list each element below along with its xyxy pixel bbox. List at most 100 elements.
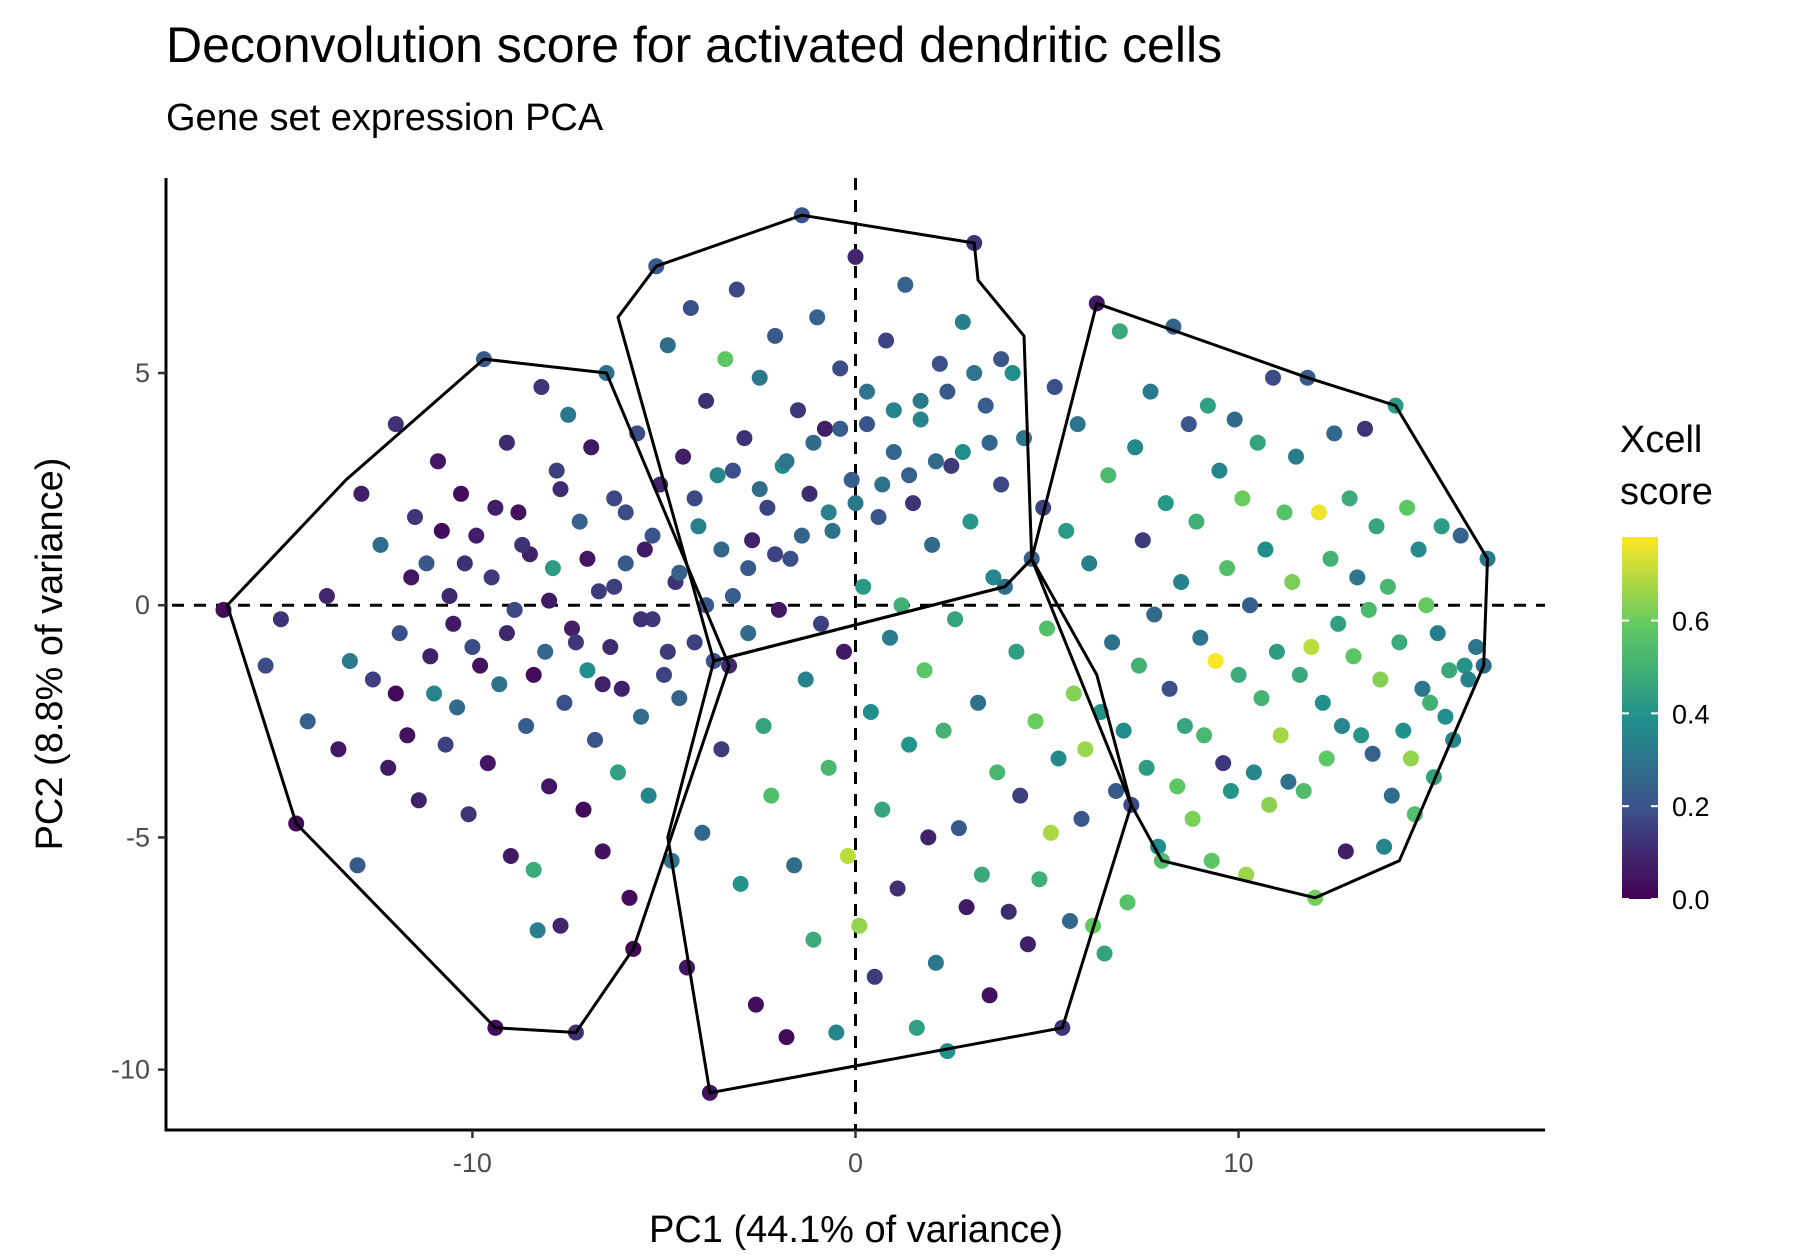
data-point (1372, 671, 1389, 688)
data-point (1096, 945, 1113, 962)
x-axis-title: PC1 (44.1% of variance) (649, 1209, 1063, 1251)
data-point (859, 383, 875, 400)
cluster-hull-3 (666, 557, 1133, 1095)
cluster-hull-1 (225, 357, 731, 1034)
data-point (617, 504, 634, 521)
data-point (759, 499, 776, 516)
data-point (832, 360, 849, 377)
data-point (786, 857, 803, 874)
data-point (1115, 722, 1132, 739)
data-point (1211, 462, 1228, 479)
data-point (1345, 648, 1362, 665)
data-point (567, 634, 584, 651)
data-point (1069, 416, 1086, 433)
data-point (483, 569, 500, 586)
data-point (1395, 722, 1412, 739)
data-point (464, 639, 481, 655)
data-point (1077, 741, 1094, 758)
data-point (1288, 448, 1304, 465)
data-point (1127, 439, 1144, 456)
data-point (537, 643, 554, 660)
data-point (525, 666, 542, 683)
data-point (782, 550, 799, 567)
data-point (793, 527, 810, 544)
data-point (1303, 639, 1320, 655)
data-point (1261, 796, 1278, 813)
data-point (1318, 750, 1335, 767)
data-point (805, 434, 822, 451)
data-point (656, 666, 672, 683)
data-point (1081, 555, 1098, 572)
data-point (1418, 597, 1435, 614)
data-point (560, 406, 577, 423)
data-point (1234, 490, 1251, 507)
data-point (740, 560, 757, 577)
data-point (575, 801, 592, 818)
data-point (1257, 541, 1274, 558)
data-point (387, 685, 404, 702)
data-point (1196, 727, 1213, 744)
data-point (1146, 606, 1163, 623)
data-point (847, 495, 864, 512)
data-point (698, 392, 715, 409)
data-point (1433, 518, 1450, 535)
data-point (1111, 323, 1128, 340)
data-point (1215, 755, 1232, 772)
data-point (1004, 365, 1021, 381)
data-point (709, 467, 726, 484)
data-point (594, 843, 611, 860)
data-point (927, 954, 944, 971)
data-point (790, 402, 806, 419)
data-point (399, 727, 416, 744)
data-point (621, 889, 638, 906)
data-point (763, 787, 780, 804)
data-point (1073, 810, 1090, 827)
data-point (1330, 615, 1347, 632)
data-point (797, 671, 814, 688)
data-point (318, 588, 335, 604)
data-point (1311, 504, 1327, 521)
data-point (606, 578, 623, 595)
data-point (805, 931, 822, 948)
data-point (893, 597, 910, 614)
data-point (859, 416, 875, 433)
data-point (1391, 634, 1408, 651)
data-point (579, 662, 596, 679)
data-point (594, 676, 611, 693)
data-point (920, 829, 937, 846)
data-point (571, 513, 588, 530)
data-point (644, 611, 661, 628)
data-point (1314, 694, 1331, 711)
data-point (1402, 750, 1419, 767)
data-point (851, 917, 868, 934)
data-point (954, 314, 971, 330)
data-point (889, 880, 906, 897)
data-point (433, 522, 450, 539)
data-point (541, 778, 558, 795)
data-point (299, 713, 316, 730)
data-point (544, 560, 561, 577)
data-point (1161, 680, 1178, 697)
data-point (498, 434, 515, 451)
data-point (506, 601, 523, 618)
data-point (1065, 685, 1082, 702)
data-point (445, 615, 462, 632)
data-point (1272, 727, 1289, 744)
data-point (954, 444, 971, 460)
data-point (583, 439, 600, 456)
data-point (1150, 838, 1167, 855)
data-point (1360, 601, 1377, 618)
data-point (1295, 783, 1312, 799)
data-point (767, 327, 784, 344)
data-point (675, 448, 692, 465)
data-point (1188, 513, 1205, 530)
data-point (966, 365, 983, 381)
data-point (441, 588, 458, 604)
data-point (832, 420, 849, 437)
y-tick-label: 5 (135, 358, 150, 388)
data-point (931, 355, 948, 372)
data-point (1242, 597, 1258, 614)
data-point (1334, 718, 1350, 734)
data-point (590, 583, 607, 600)
